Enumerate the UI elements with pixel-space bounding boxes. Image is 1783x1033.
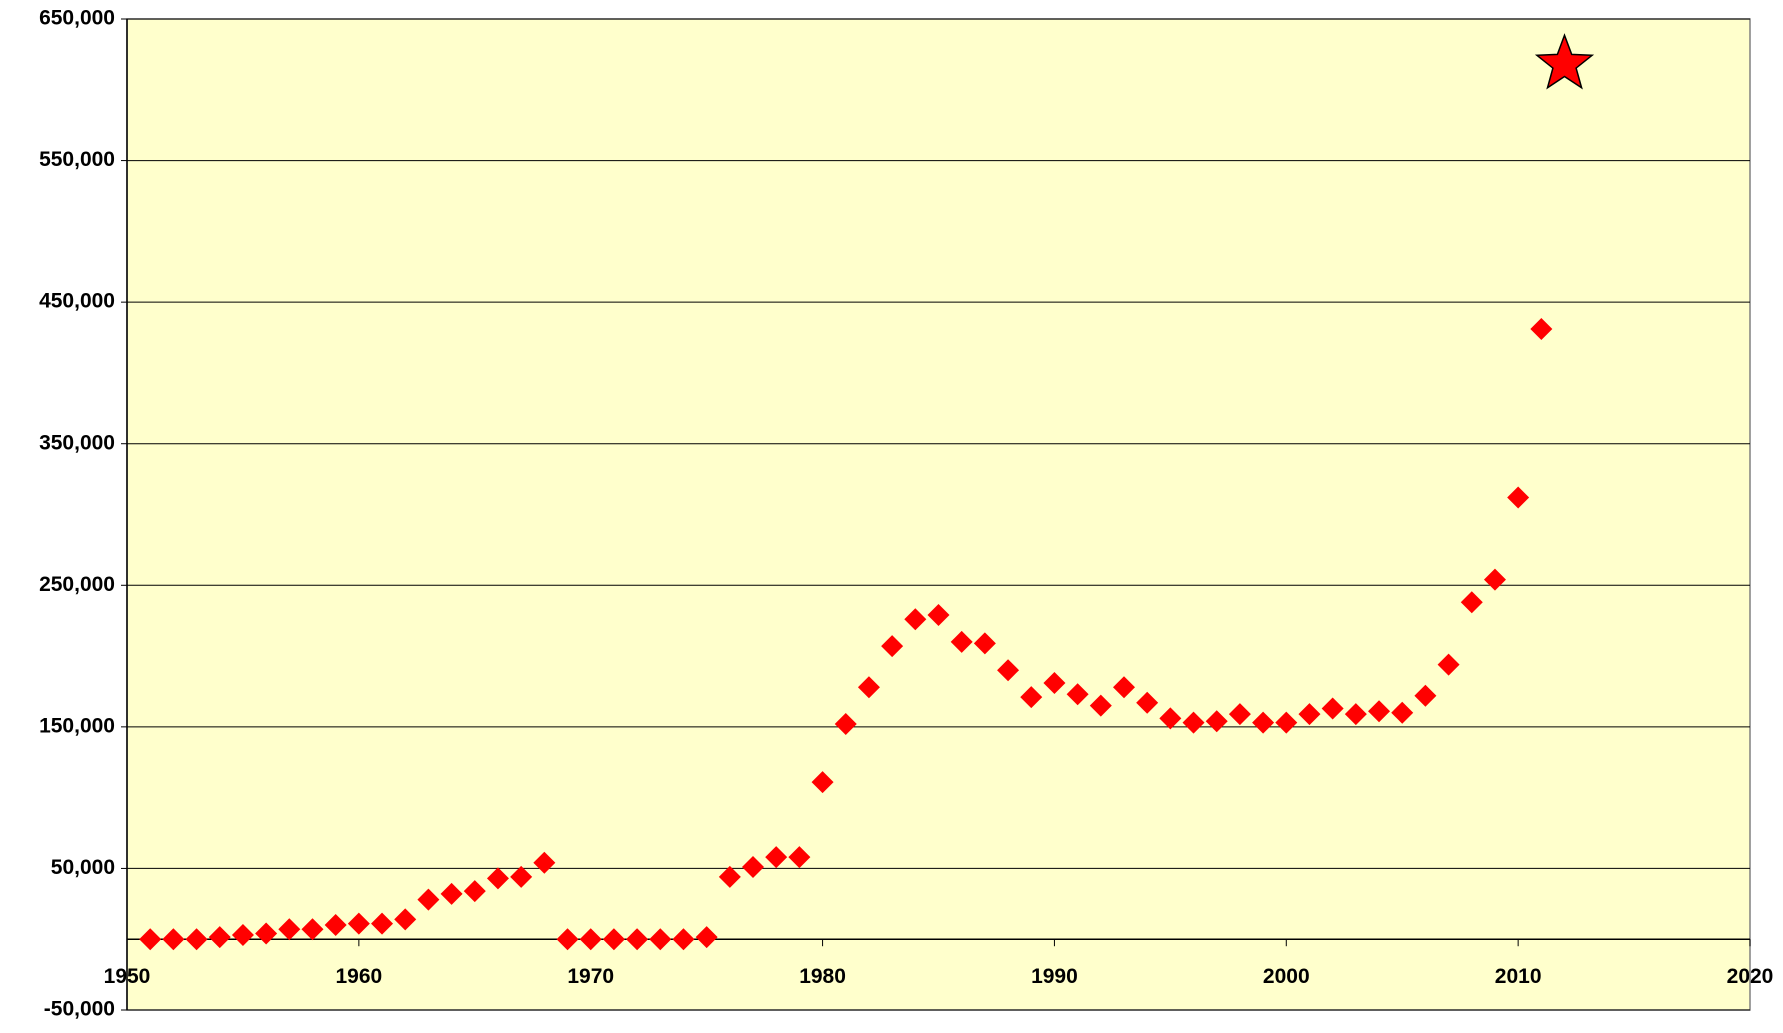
diamond-marker	[1530, 318, 1553, 341]
diamond-marker	[718, 865, 741, 888]
diamond-marker	[556, 928, 579, 951]
x-tick-label: 2020	[1727, 965, 1774, 988]
diamond-marker	[1460, 591, 1483, 614]
diamond-marker	[1437, 653, 1460, 676]
x-tick-label: 1960	[335, 965, 382, 988]
diamond-marker	[881, 635, 904, 658]
diamond-marker	[533, 851, 556, 874]
y-tick-label: 150,000	[39, 714, 115, 737]
diamond-marker	[788, 846, 811, 869]
y-tick-label: 350,000	[39, 431, 115, 454]
x-tick-label: 1950	[104, 965, 151, 988]
x-tick-label: 1970	[567, 965, 614, 988]
diamond-marker	[1414, 684, 1437, 707]
diamond-marker	[371, 912, 394, 935]
diamond-marker	[486, 867, 509, 890]
diamond-marker	[1252, 711, 1275, 734]
diamond-marker	[347, 912, 370, 935]
diamond-marker	[973, 632, 996, 655]
x-tick-label: 1980	[799, 965, 846, 988]
diamond-marker	[1228, 703, 1251, 726]
diamond-marker	[1043, 671, 1066, 694]
diamond-marker	[510, 865, 533, 888]
y-tick-label: -50,000	[44, 998, 115, 1021]
diamond-marker	[1344, 703, 1367, 726]
diamond-marker	[463, 880, 486, 903]
diamond-marker	[278, 918, 301, 941]
diamond-marker	[1507, 486, 1530, 509]
diamond-marker	[1275, 711, 1298, 734]
diamond-marker	[834, 713, 857, 736]
diamond-marker	[602, 928, 625, 951]
y-tick-label: 550,000	[39, 148, 115, 171]
diamond-marker	[1298, 703, 1321, 726]
diamond-marker	[162, 928, 185, 951]
diamond-marker	[765, 846, 788, 869]
diamond-marker	[904, 608, 927, 631]
diamond-marker	[208, 926, 231, 949]
x-tick-label: 2000	[1263, 965, 1310, 988]
diamond-marker	[255, 922, 278, 945]
y-tick-label: 650,000	[39, 7, 115, 30]
diamond-marker	[1182, 711, 1205, 734]
plot-area	[126, 18, 1751, 1011]
diamond-marker	[649, 928, 672, 951]
diamond-marker	[1483, 568, 1506, 591]
diamond-marker	[1089, 694, 1112, 717]
diamond-marker	[950, 630, 973, 653]
diamond-marker	[324, 914, 347, 937]
diamond-marker	[1391, 701, 1414, 724]
x-tick-label: 1990	[1031, 965, 1078, 988]
diamond-marker	[927, 604, 950, 627]
diamond-marker	[1205, 710, 1228, 733]
diamond-marker	[695, 926, 718, 949]
diamond-marker	[185, 928, 208, 951]
diamond-marker	[811, 771, 834, 794]
diamond-marker	[1136, 691, 1159, 714]
diamond-marker	[1368, 700, 1391, 723]
diamond-marker	[231, 923, 254, 946]
diamond-marker	[1112, 676, 1135, 699]
diamond-marker	[1159, 707, 1182, 730]
y-tick-label: 250,000	[39, 573, 115, 596]
diamond-marker	[417, 888, 440, 911]
diamond-marker	[139, 928, 162, 951]
x-tick-label: 2010	[1495, 965, 1542, 988]
diamond-marker	[1066, 683, 1089, 706]
y-tick-label: 450,000	[39, 290, 115, 313]
diamond-marker	[742, 856, 765, 879]
diamond-marker	[626, 928, 649, 951]
diamond-marker	[857, 676, 880, 699]
star-marker	[1534, 33, 1595, 90]
diamond-marker	[394, 908, 417, 931]
diamond-marker	[579, 928, 602, 951]
diamond-marker	[1321, 697, 1344, 720]
diamond-marker	[672, 928, 695, 951]
diamond-marker	[1020, 686, 1043, 709]
y-tick-label: 50,000	[51, 856, 115, 879]
diamond-marker	[301, 918, 324, 941]
diamond-marker	[440, 882, 463, 905]
diamond-marker	[997, 659, 1020, 682]
